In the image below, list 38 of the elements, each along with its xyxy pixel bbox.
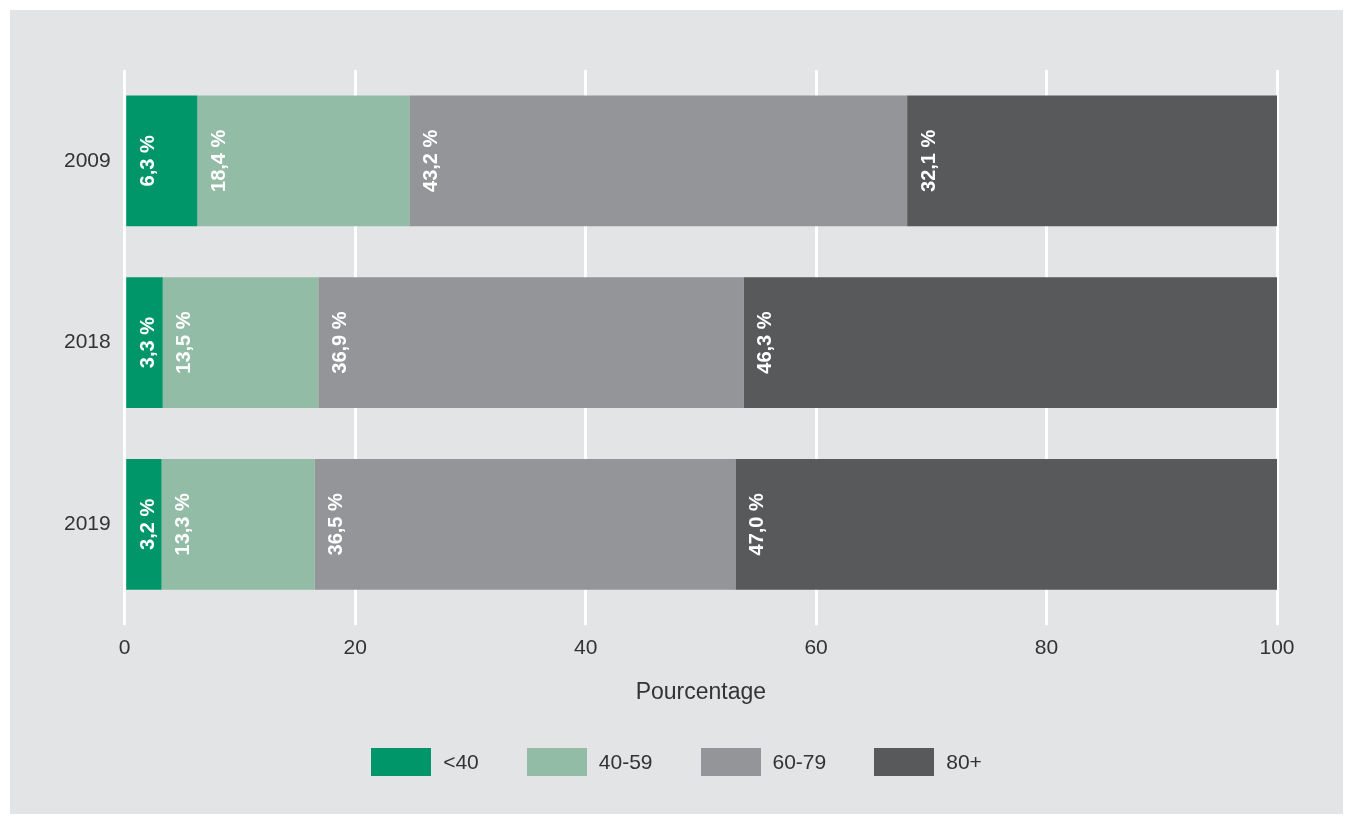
bar <box>907 95 1277 227</box>
x-tick-label: 100 <box>1259 634 1295 658</box>
x-tick-label: 60 <box>804 634 828 658</box>
data-label: 6,3 % <box>135 135 158 187</box>
bar <box>126 458 162 590</box>
bar <box>735 458 1277 590</box>
data-label: 18,4 % <box>206 129 229 192</box>
x-tick-label: 80 <box>1034 634 1059 658</box>
data-label: 3,2 % <box>135 498 158 550</box>
y-tick-label: 2009 <box>64 147 111 171</box>
data-label: 3,3 % <box>135 316 158 369</box>
x-tick-label: 40 <box>573 634 598 658</box>
data-label: 13,5 % <box>172 311 195 374</box>
legend-label: 60-79 <box>772 750 827 774</box>
bar <box>126 95 198 227</box>
bar <box>743 277 1277 409</box>
data-label: 36,9 % <box>327 311 350 374</box>
y-tick-label: 2019 <box>64 511 111 535</box>
bar <box>318 277 744 409</box>
data-label: 13,3 % <box>171 492 194 556</box>
legend-label: 40-59 <box>598 750 653 774</box>
data-label: 43,2 % <box>418 129 441 192</box>
data-label: 36,5 % <box>324 492 347 556</box>
legend-label: 80+ <box>946 750 982 774</box>
data-label: 46,3 % <box>753 311 776 374</box>
y-tick-label: 2018 <box>64 329 111 353</box>
bar <box>126 277 163 409</box>
bar <box>314 458 736 590</box>
data-label: 32,1 % <box>916 129 939 192</box>
bar <box>161 458 315 590</box>
bar <box>197 95 410 227</box>
x-axis-title: Pourcentage <box>635 677 767 704</box>
data-label: 47,0 % <box>744 492 767 556</box>
bar <box>409 95 908 227</box>
x-tick-label: 0 <box>118 634 131 658</box>
bar <box>162 277 319 409</box>
x-tick-label: 20 <box>343 634 367 658</box>
legend-label: <40 <box>443 750 479 774</box>
